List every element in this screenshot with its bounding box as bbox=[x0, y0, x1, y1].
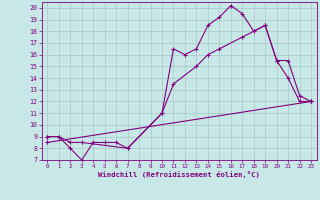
X-axis label: Windchill (Refroidissement éolien,°C): Windchill (Refroidissement éolien,°C) bbox=[98, 171, 260, 178]
